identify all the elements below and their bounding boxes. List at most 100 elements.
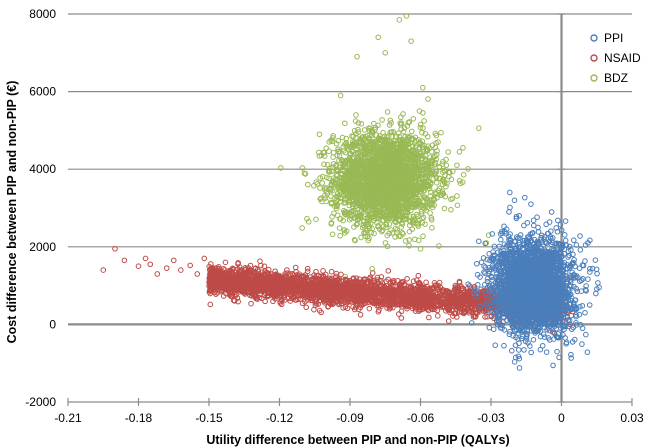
bdz-point — [354, 214, 360, 220]
bdz-point — [387, 117, 394, 124]
nsaid-point — [248, 300, 254, 307]
bdz-point — [316, 153, 323, 159]
bdz-point — [324, 161, 331, 168]
nsaid-point — [445, 318, 452, 324]
bdz-point — [456, 149, 463, 155]
bdz-point — [341, 120, 348, 127]
bdz-point — [339, 134, 346, 141]
bdz-point — [406, 243, 412, 249]
nsaid-point — [385, 268, 392, 274]
bdz-point — [299, 225, 305, 231]
nsaid-point — [366, 305, 373, 312]
nsaid-point — [303, 304, 310, 311]
bdz-point — [425, 96, 431, 102]
bdz-point — [340, 167, 346, 174]
bdz-point — [398, 120, 405, 127]
bdz-point — [337, 216, 344, 222]
bdz-point — [328, 221, 335, 227]
nsaid-point — [434, 313, 441, 319]
bdz-point — [421, 194, 427, 200]
bdz-point — [333, 167, 339, 174]
bdz-point — [317, 185, 323, 191]
bdz-point — [375, 222, 382, 229]
bdz-point — [358, 120, 365, 127]
bdz-point — [316, 131, 323, 138]
bdz-point — [374, 220, 380, 226]
bdz-point — [448, 176, 455, 183]
bdz-point — [430, 176, 436, 182]
bdz-point — [433, 168, 440, 175]
bdz-point — [361, 230, 368, 236]
bdz-point — [448, 206, 454, 213]
bdz-point — [405, 119, 412, 126]
bdz-point — [417, 152, 424, 159]
bdz-point — [333, 140, 340, 147]
bdz-point — [445, 149, 451, 155]
bdz-point — [331, 203, 338, 209]
bdz-point — [422, 130, 429, 137]
nsaid-point — [328, 268, 335, 275]
bdz-point — [383, 224, 389, 231]
bdz-point — [337, 92, 344, 99]
bdz-point — [460, 144, 466, 151]
bdz-point — [371, 230, 377, 237]
bdz-point — [409, 128, 415, 135]
bdz-point — [337, 232, 343, 239]
bdz-point — [420, 84, 426, 91]
bdz-point — [410, 115, 417, 122]
bdz-point — [414, 201, 421, 208]
bdz-point — [408, 38, 414, 44]
bdz-point — [318, 195, 324, 201]
bdz-point — [446, 169, 452, 176]
bdz-point — [400, 231, 406, 237]
bdz-point — [351, 237, 358, 243]
bdz-point — [336, 157, 342, 164]
bdz-point — [313, 179, 320, 185]
bdz-point — [330, 149, 337, 156]
bdz-point — [396, 17, 403, 23]
bdz-point — [351, 127, 358, 134]
bdz-point — [361, 127, 368, 133]
bdz-point — [420, 233, 426, 240]
bdz-point — [330, 154, 336, 160]
bdz-point — [415, 175, 422, 182]
bdz-point — [379, 227, 386, 234]
bdz-point — [362, 133, 369, 140]
bdz-point — [354, 53, 360, 60]
bdz-point — [383, 222, 390, 228]
bdz-point — [347, 143, 353, 150]
bdz-point — [345, 199, 352, 205]
bdz-point — [384, 243, 391, 250]
bdz-point — [436, 243, 442, 249]
bdz-point — [376, 226, 383, 233]
bdz-point — [371, 120, 377, 127]
bdz-point — [465, 166, 471, 172]
bdz-point — [319, 180, 325, 186]
bdz-point — [382, 140, 388, 147]
bdz-point — [365, 237, 372, 244]
bdz-point — [375, 34, 382, 41]
bdz-point — [313, 216, 319, 223]
nsaid-point — [311, 306, 317, 313]
bdz-point — [400, 111, 406, 117]
bdz-point — [386, 221, 393, 227]
bdz-point — [341, 227, 347, 233]
bdz-point — [366, 223, 373, 230]
bdz-point — [426, 145, 433, 152]
bdz-point — [321, 161, 327, 168]
bdz-point — [359, 134, 366, 141]
bdz-point — [402, 238, 409, 244]
bdz-point — [424, 204, 431, 211]
bdz-point — [333, 162, 340, 168]
bdz-point — [417, 245, 424, 252]
bdz-point — [427, 193, 434, 199]
bdz-point — [456, 178, 463, 184]
bdz-point — [379, 117, 385, 123]
bdz-point — [419, 215, 425, 222]
bdz-point — [368, 229, 375, 236]
bdz-point — [349, 208, 355, 215]
bdz-point — [342, 199, 349, 206]
bdz-point — [460, 171, 467, 178]
bdz-point — [321, 149, 328, 156]
